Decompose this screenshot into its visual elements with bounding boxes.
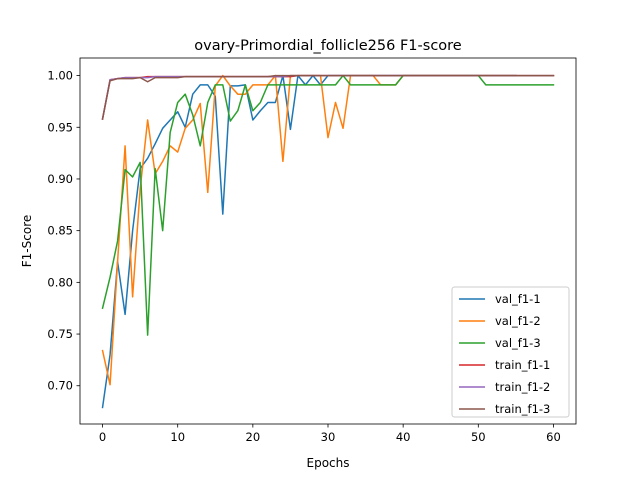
x-tick-label: 20 <box>246 430 261 444</box>
y-tick-label: 0.90 <box>47 172 73 186</box>
x-tick-label: 0 <box>99 430 106 444</box>
legend-entry-val_f1-2: val_f1-2 <box>495 314 541 328</box>
y-tick-label: 0.70 <box>47 379 73 393</box>
y-tick-label: 1.00 <box>47 69 73 83</box>
y-tick-label: 0.95 <box>47 120 73 134</box>
legend-entry-train_f1-1: train_f1-1 <box>495 358 550 372</box>
legend: val_f1-1 val_f1-2 val_f1-3 train_f1-1 train_… <box>451 286 570 418</box>
legend-entry-val_f1-3: val_f1-3 <box>495 336 541 350</box>
legend-entry-val_f1-1: val_f1-1 <box>495 292 541 306</box>
x-tick-label: 40 <box>396 430 411 444</box>
y-tick-label: 0.85 <box>47 224 73 238</box>
chart-title: ovary-Primordial_follicle256 F1-score <box>194 38 462 54</box>
x-axis: 0 10 20 30 40 50 60 <box>99 424 561 444</box>
legend-entry-train_f1-2: train_f1-2 <box>495 380 550 394</box>
plot-area <box>101 74 555 409</box>
series-line-train_f1-3 <box>101 74 555 120</box>
legend-box <box>451 286 570 418</box>
x-tick-label: 60 <box>546 430 561 444</box>
x-axis-label: Epochs <box>307 456 350 470</box>
y-tick-label: 0.80 <box>47 275 73 289</box>
x-tick-label: 50 <box>471 430 486 444</box>
legend-entry-train_f1-3: train_f1-3 <box>495 402 550 416</box>
x-tick-label: 10 <box>170 430 185 444</box>
y-axis-label: F1-Score <box>20 215 34 267</box>
y-axis: 0.70 0.75 0.80 0.85 0.90 0.95 1.00 <box>47 69 80 393</box>
x-tick-label: 30 <box>321 430 336 444</box>
y-tick-label: 0.75 <box>47 327 73 341</box>
